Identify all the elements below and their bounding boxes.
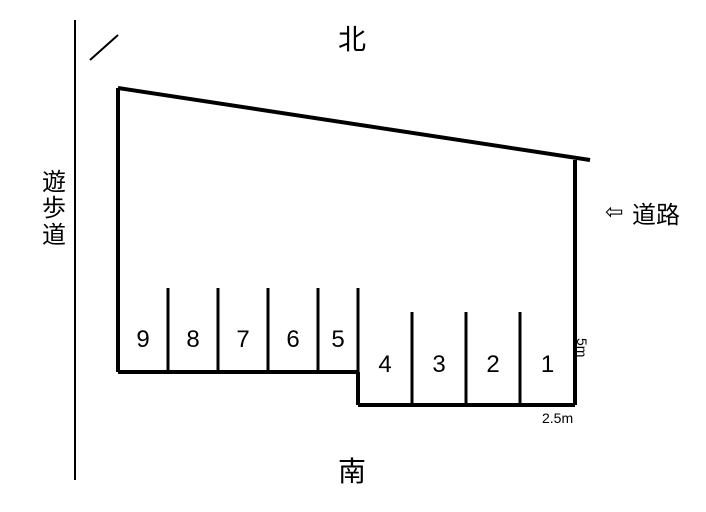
east-road-label: 道路 <box>632 195 680 230</box>
parking-slot-number: 8 <box>186 326 199 354</box>
parking-slot-number: 1 <box>541 351 554 379</box>
arrow-left-icon: ⇦ <box>605 199 623 225</box>
plan-svg <box>0 0 706 512</box>
west-road-label: 遊歩道 <box>42 170 66 249</box>
parking-slot-number: 2 <box>486 351 499 379</box>
parking-slot-number: 4 <box>378 351 391 379</box>
dimension-depth: 5m <box>574 338 590 357</box>
parking-site-plan: 北 南 遊歩道 ⇦ 道路 5m 2.5m 9 8 7 6 5 4 3 2 1 <box>0 0 706 512</box>
compass-south: 南 <box>338 450 366 490</box>
parking-slot-number: 3 <box>432 351 445 379</box>
compass-north: 北 <box>338 18 366 58</box>
parking-slot-number: 5 <box>331 326 344 354</box>
parking-slot-number: 6 <box>286 326 299 354</box>
dimension-width: 2.5m <box>542 410 573 426</box>
parking-slot-number: 7 <box>236 326 249 354</box>
parking-slot-number: 9 <box>136 326 149 354</box>
